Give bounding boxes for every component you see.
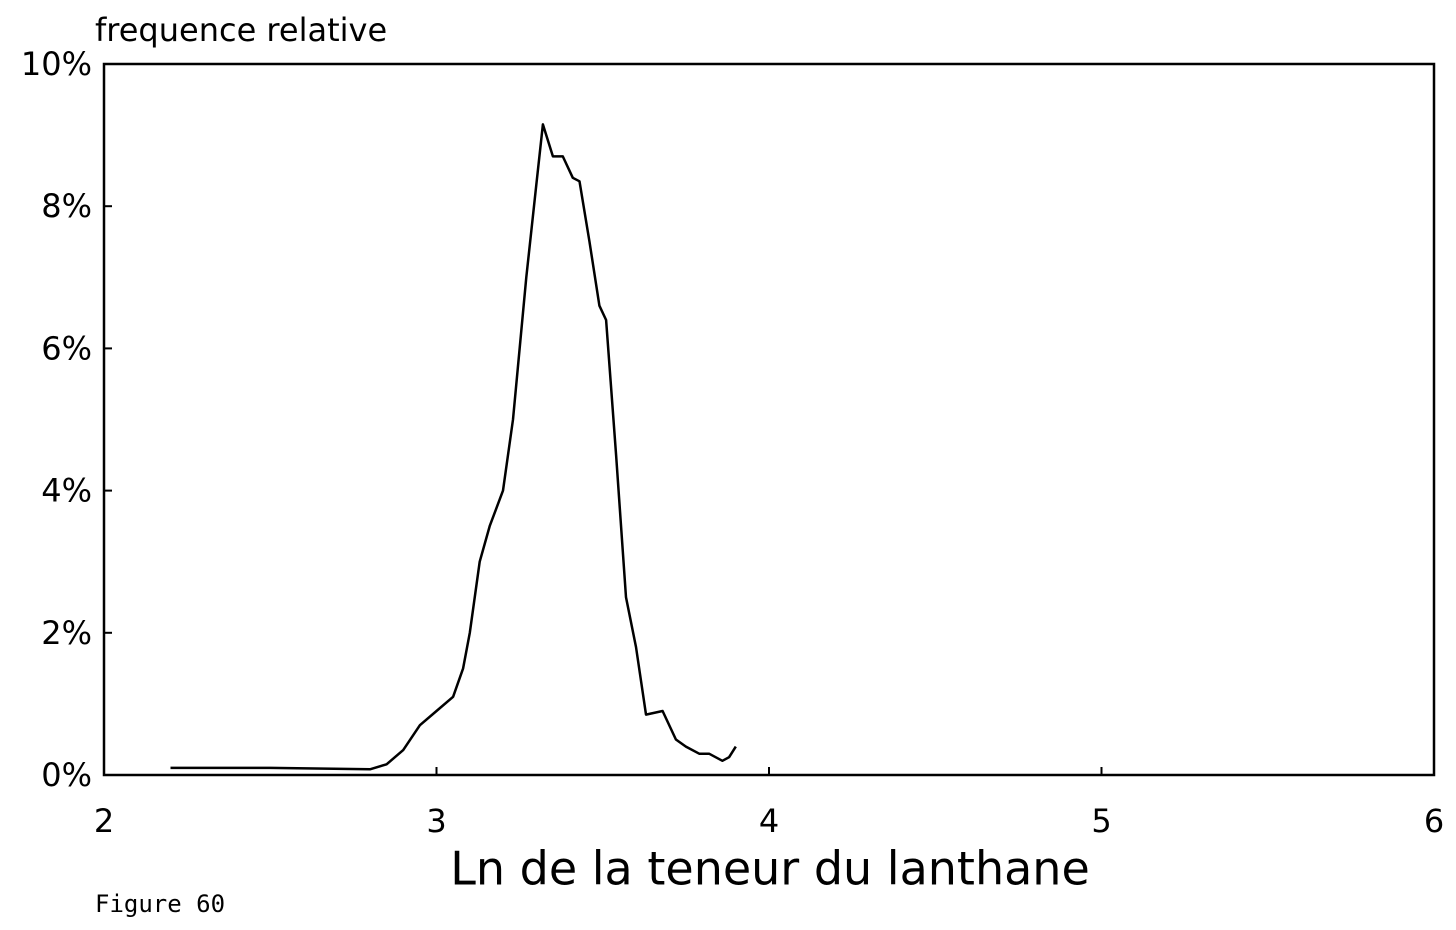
x-tick-label: 3 [426,802,446,840]
y-tick-label: 0% [41,756,92,794]
x-tick-label: 6 [1424,802,1444,840]
x-tick-label: 4 [759,802,779,840]
y-tick-label: 8% [41,187,92,225]
y-tick-label: 4% [41,472,92,510]
figure-label: Figure 60 [95,890,225,918]
y-axis-label: frequence relative [95,11,387,49]
y-tick-label: 10% [21,45,92,83]
data-line [170,123,737,771]
x-tick-label: 2 [94,802,114,840]
x-axis-label: Ln de la teneur du lanthane [450,842,1090,896]
y-tick-label: 2% [41,614,92,652]
y-tick-label: 6% [41,329,92,367]
plot-frame [102,62,1436,777]
x-tick-label: 5 [1091,802,1111,840]
